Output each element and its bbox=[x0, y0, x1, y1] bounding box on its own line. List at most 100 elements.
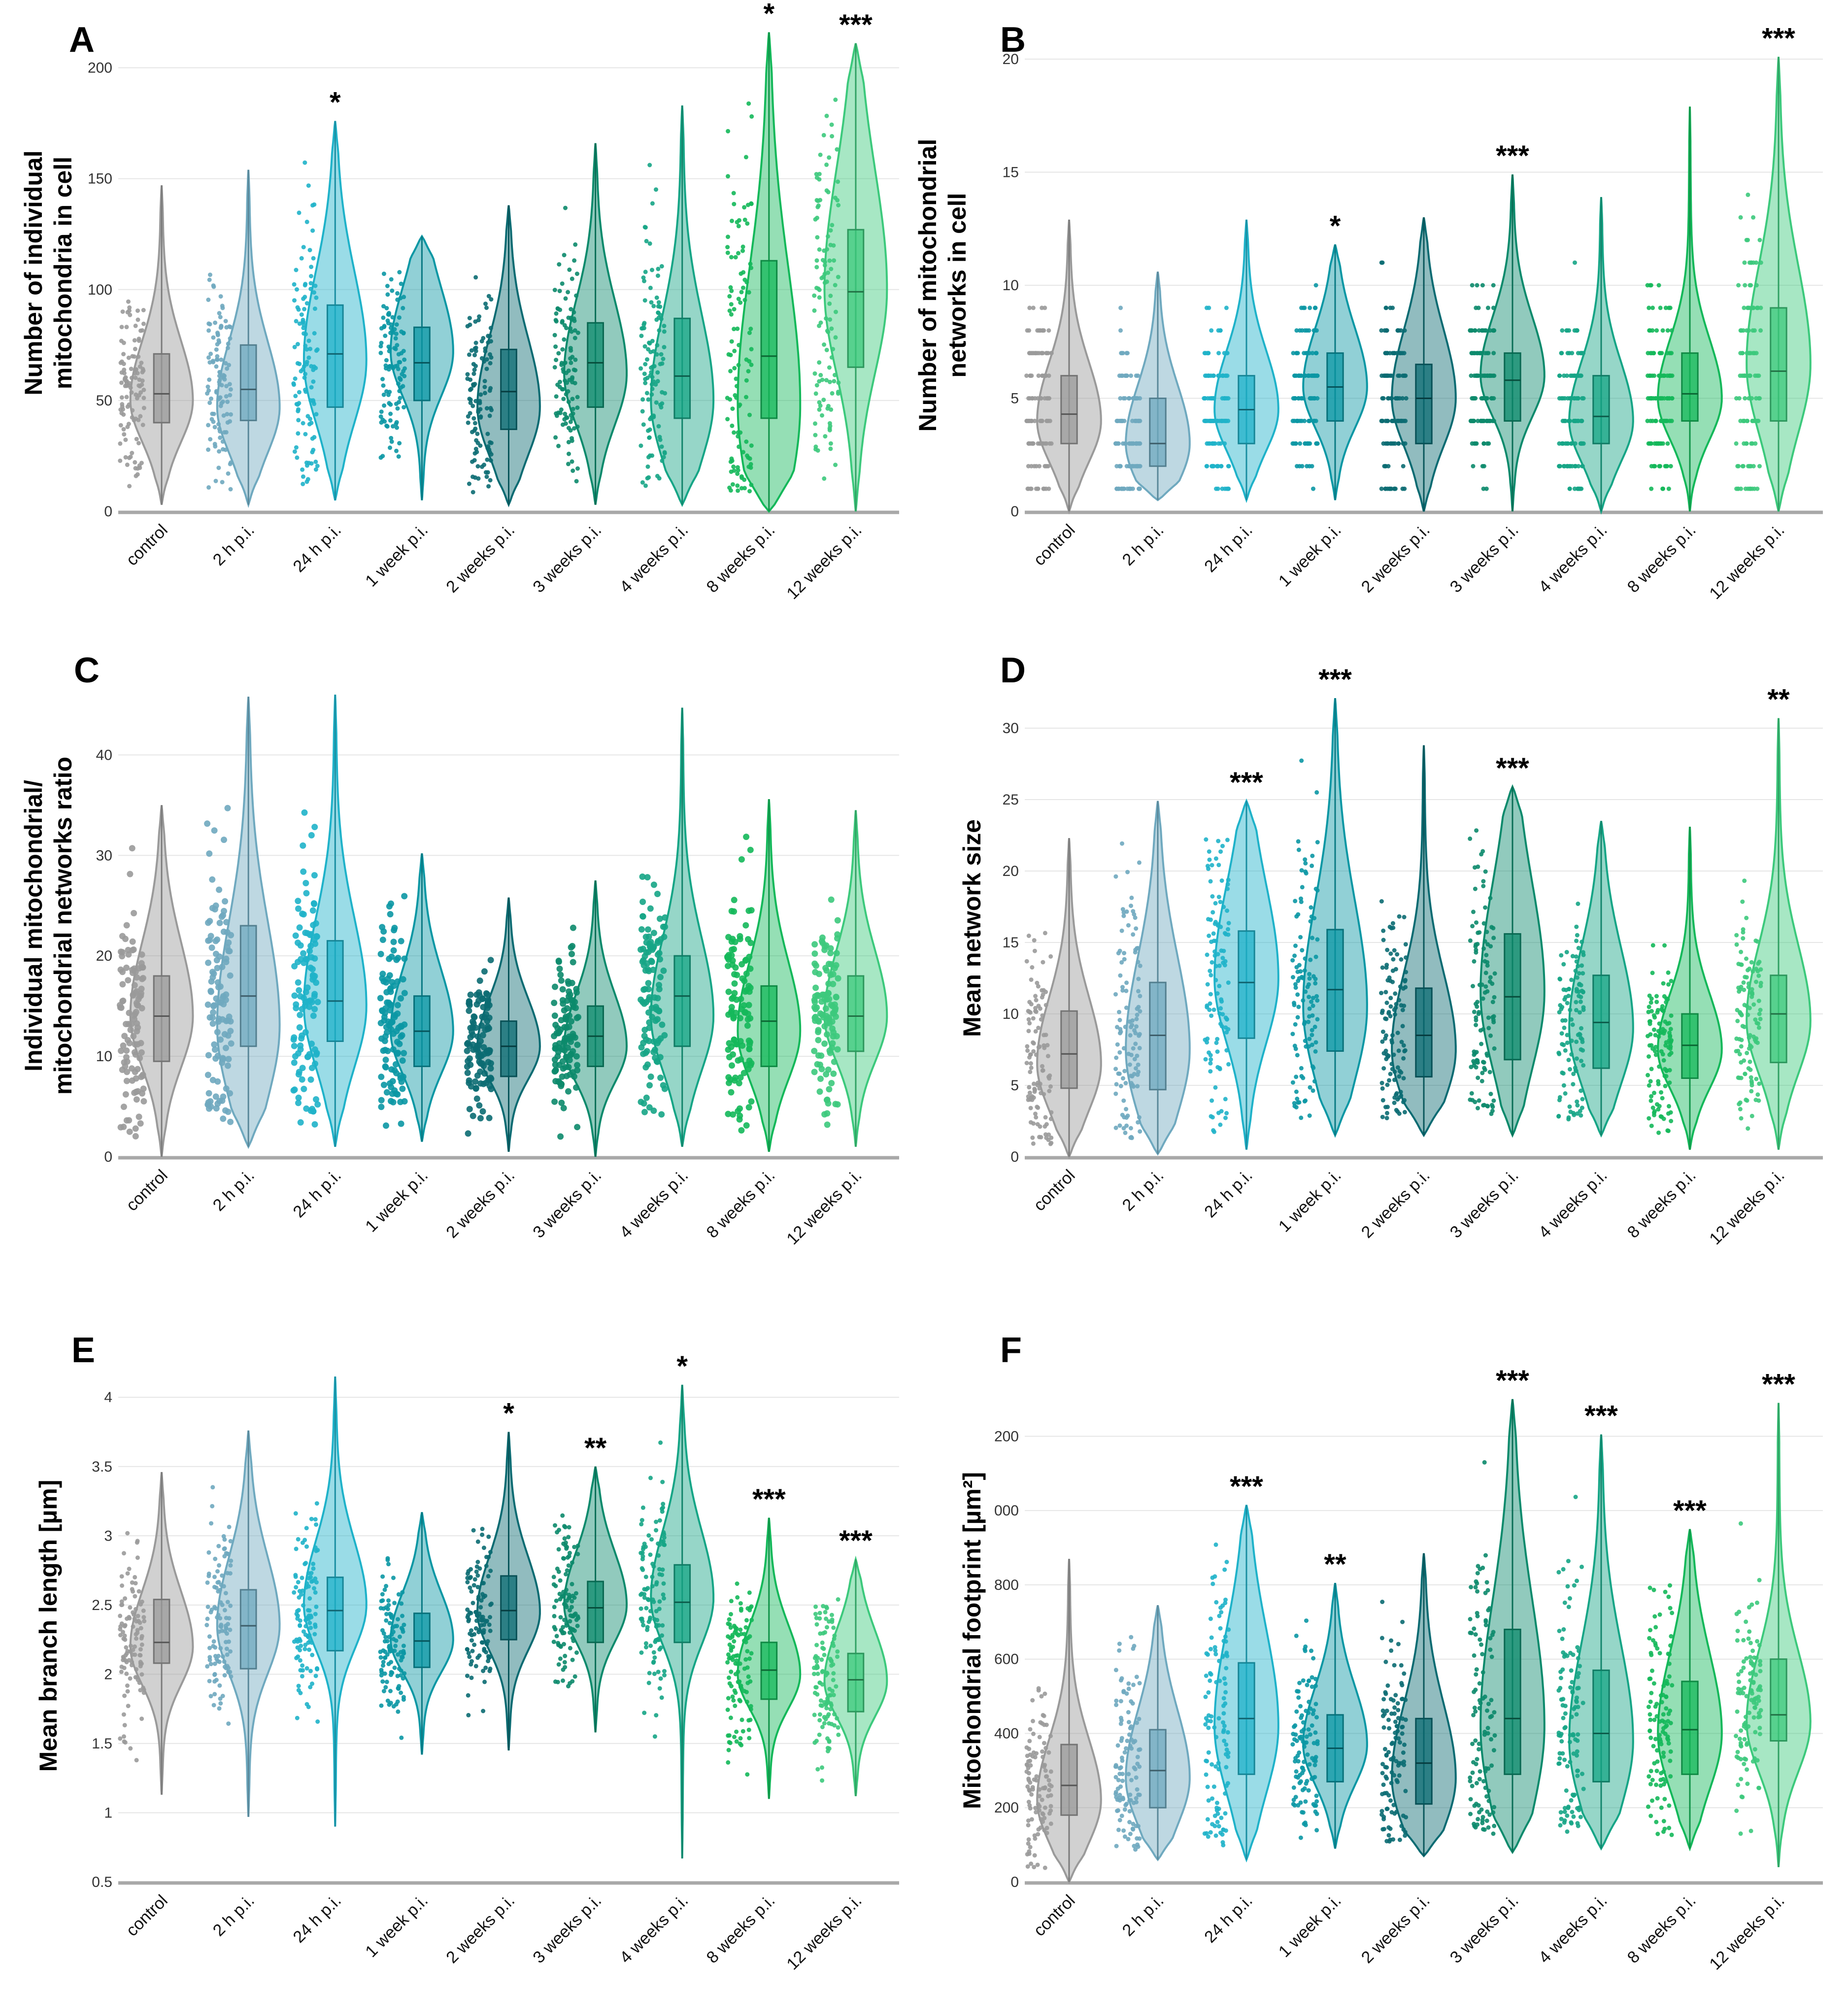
data-point bbox=[224, 1646, 229, 1651]
data-point bbox=[126, 1704, 131, 1709]
data-point bbox=[1120, 985, 1125, 990]
data-point bbox=[662, 324, 667, 329]
data-point bbox=[1205, 982, 1210, 987]
data-point bbox=[295, 1071, 302, 1078]
data-point bbox=[1567, 1104, 1572, 1109]
data-point bbox=[638, 443, 643, 448]
data-point bbox=[1385, 396, 1390, 401]
data-point bbox=[395, 343, 400, 348]
data-point bbox=[227, 363, 232, 368]
data-point bbox=[570, 459, 574, 464]
data-point bbox=[1580, 396, 1584, 401]
data-point bbox=[1223, 932, 1228, 937]
data-point bbox=[1114, 486, 1119, 491]
data-point bbox=[378, 1097, 385, 1104]
data-point bbox=[1036, 373, 1041, 378]
data-point bbox=[379, 971, 386, 977]
data-point bbox=[205, 1616, 210, 1621]
data-point bbox=[141, 405, 146, 410]
data-point bbox=[477, 1052, 484, 1059]
data-point bbox=[569, 360, 573, 365]
data-point bbox=[726, 174, 730, 179]
data-point bbox=[1734, 1036, 1739, 1041]
data-point bbox=[814, 265, 819, 269]
data-point bbox=[744, 357, 749, 362]
data-point bbox=[1136, 976, 1141, 981]
data-point bbox=[471, 362, 476, 367]
data-point bbox=[140, 1085, 147, 1092]
data-point bbox=[1036, 1045, 1041, 1050]
data-point bbox=[747, 940, 754, 946]
data-point bbox=[1136, 989, 1141, 994]
data-point bbox=[1029, 418, 1034, 423]
data-point bbox=[1736, 464, 1741, 469]
data-point bbox=[1474, 920, 1478, 925]
data-point bbox=[728, 285, 733, 290]
data-point bbox=[1744, 1097, 1748, 1102]
data-point bbox=[122, 1723, 127, 1728]
data-point bbox=[812, 293, 817, 298]
data-point bbox=[555, 1078, 562, 1085]
data-point bbox=[1383, 351, 1388, 356]
data-point bbox=[572, 318, 577, 323]
data-point bbox=[566, 400, 571, 404]
data-point bbox=[397, 1099, 404, 1106]
data-point bbox=[824, 1031, 831, 1038]
data-point bbox=[296, 418, 301, 423]
data-point bbox=[813, 391, 818, 396]
data-point bbox=[1223, 418, 1227, 423]
x-tick-label: 8 weeks p.i. bbox=[703, 521, 779, 597]
data-point bbox=[736, 224, 741, 229]
data-point bbox=[731, 1036, 738, 1043]
y-tick-label: 3.5 bbox=[92, 1459, 112, 1475]
data-point bbox=[556, 1662, 561, 1667]
data-point bbox=[470, 474, 475, 479]
data-point bbox=[308, 1625, 313, 1630]
data-point bbox=[1114, 1055, 1119, 1060]
data-point bbox=[382, 1046, 389, 1053]
data-point bbox=[1385, 1105, 1390, 1109]
data-point bbox=[397, 270, 402, 274]
data-point bbox=[645, 375, 650, 380]
data-point bbox=[567, 268, 572, 272]
data-point bbox=[303, 1561, 308, 1566]
violin-4 bbox=[377, 853, 454, 1142]
data-point bbox=[1217, 1067, 1222, 1072]
x-tick-label: control bbox=[123, 1166, 171, 1215]
data-point bbox=[1384, 1016, 1389, 1021]
data-point bbox=[391, 1629, 396, 1634]
data-point bbox=[1125, 351, 1130, 356]
data-point bbox=[296, 1683, 301, 1688]
data-point bbox=[1220, 1012, 1225, 1017]
data-point bbox=[1492, 995, 1497, 1000]
data-point bbox=[818, 998, 825, 1005]
data-point bbox=[397, 315, 402, 320]
data-point bbox=[1213, 964, 1218, 969]
data-point bbox=[745, 1104, 752, 1111]
data-point bbox=[484, 1023, 491, 1030]
data-point bbox=[558, 1644, 563, 1648]
data-point bbox=[1207, 305, 1211, 310]
data-point bbox=[1469, 373, 1474, 378]
data-point bbox=[657, 936, 664, 943]
data-point bbox=[311, 1006, 318, 1012]
data-point bbox=[1216, 895, 1221, 900]
data-point bbox=[644, 1645, 648, 1649]
data-point bbox=[1652, 373, 1657, 378]
data-point bbox=[294, 268, 299, 272]
data-point bbox=[380, 1679, 385, 1684]
data-point bbox=[1390, 1040, 1395, 1045]
data-point bbox=[1574, 939, 1579, 943]
data-point bbox=[1030, 965, 1035, 970]
data-point bbox=[1395, 1031, 1400, 1035]
data-point bbox=[394, 332, 399, 336]
data-point bbox=[128, 1605, 133, 1610]
data-point bbox=[399, 1626, 404, 1631]
data-point bbox=[474, 438, 479, 443]
data-point bbox=[140, 423, 145, 427]
data-point bbox=[575, 395, 580, 400]
data-point bbox=[638, 366, 643, 371]
data-point bbox=[127, 455, 132, 460]
data-point bbox=[651, 413, 656, 418]
data-point bbox=[560, 347, 565, 352]
